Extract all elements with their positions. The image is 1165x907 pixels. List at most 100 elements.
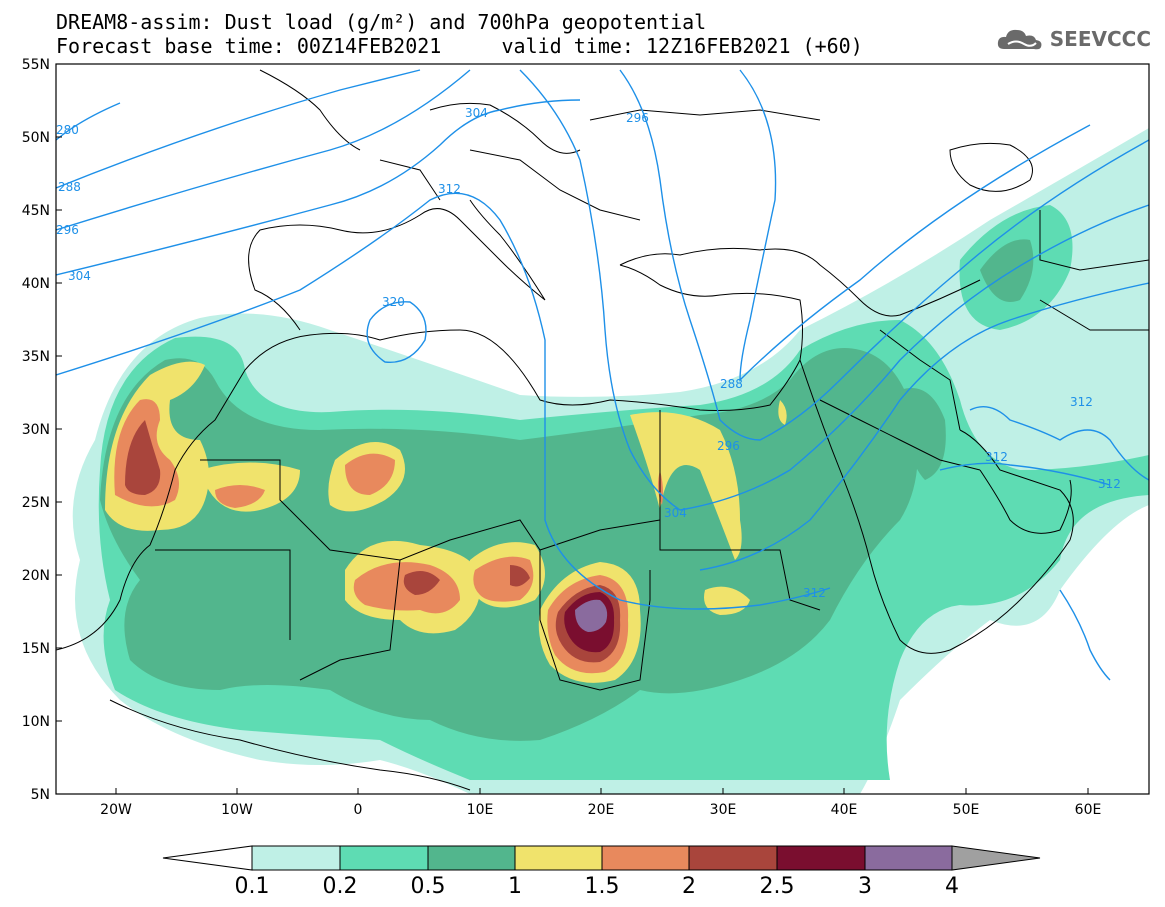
colorbar-swatch-1.5 [601,845,690,871]
lon-label: 40E [831,802,858,818]
contour-288-east [739,69,1091,382]
lon-label: 0 [354,802,363,818]
lon-label: 20W [100,802,132,818]
lat-tick: 45N [22,203,62,219]
lat-label: 30N [22,422,50,438]
lon-tick: 40E [831,788,858,818]
contour-320 [366,301,427,364]
contour-label: 280 [56,123,79,137]
logo-text: SEEVCCC [1049,27,1151,51]
colorbar-label: 0.2 [323,874,358,899]
map-title: DREAM8-assim: Dust load (g/m²) and 700hP… [56,10,707,34]
lat-tick: 40N [22,276,62,292]
lat-tick: 10N [22,714,62,730]
colorbar-label: 3 [858,874,872,899]
contour-304-east [519,69,1149,511]
latitude-axis: 55N 50N 45N 40N 35N 30N 25N 20N 15N 10N … [22,57,62,803]
forecast-time-line: Forecast base time: 00Z14FEB2021 valid t… [56,34,863,58]
lat-label: 10N [22,714,50,730]
contour-304 [56,99,581,276]
contour-296-east [619,69,1149,441]
colorbar-legend: 0.1 0.2 0.5 1 1.5 2 2.5 3 4 [162,845,1041,899]
contour-label: 320 [382,295,405,309]
contour-label: 312 [438,182,461,196]
contour-label: 304 [68,269,91,283]
contour-312-gulf [969,406,1149,481]
lat-tick: 25N [22,495,62,511]
colorbar-swatch-1 [514,845,603,871]
colorbar-swatch-0.2 [339,845,429,871]
lon-label: 20E [588,802,615,818]
lat-tick: 35N [22,349,62,365]
colorbar-label: 0.5 [411,874,446,899]
colorbar-high-arrow [951,845,1041,871]
contour-label: 288 [58,180,81,194]
contour-label: 296 [56,223,79,237]
colorbar-swatch-2.5 [776,845,866,871]
lat-label: 25N [22,495,50,511]
dust-load-field [72,128,1149,794]
contour-label: 312 [1098,477,1121,491]
colorbar-label: 2.5 [760,874,795,899]
contour-312-west [56,192,831,610]
colorbar-swatch-0.1 [251,845,341,871]
lon-tick: 60E [1075,788,1102,818]
lat-tick: 50N [22,130,62,146]
contour-312-arabia [939,462,1111,486]
lon-tick: 30E [710,788,737,818]
lon-tick: 50E [953,788,980,818]
contour-280 [56,102,121,141]
lon-label: 30E [710,802,737,818]
contour-label: 312 [1070,395,1093,409]
dust-area-3 [575,599,608,632]
longitude-axis: 20W 10W 0 10E 20E 30E 40E 50E 60E [100,788,1101,818]
lat-label: 50N [22,130,50,146]
colorbar-label: 4 [945,874,959,899]
lat-tick: 15N [22,641,62,657]
colorbar-label: 1 [508,874,522,899]
lat-label: 35N [22,349,50,365]
lon-tick: 10E [467,788,494,818]
contour-label: 312 [985,450,1008,464]
lon-label: 60E [1075,802,1102,818]
lon-tick: 20W [100,788,132,818]
coastlines-and-borders [56,69,1149,791]
colorbar-swatch-0.5 [427,845,516,871]
colorbar-swatch-3 [864,845,953,871]
contour-label: 304 [465,106,488,120]
geopotential-contours [56,69,1149,681]
contour-288 [56,69,421,189]
lon-tick: 10W [221,788,253,818]
contour-label: 312 [803,586,826,600]
colorbar-swatch-2 [688,845,778,871]
contour-296 [56,69,471,231]
colorbar-label: 1.5 [585,874,620,899]
lon-label: 50E [953,802,980,818]
lat-label: 45N [22,203,50,219]
lat-label: 40N [22,276,50,292]
contour-label: 296 [717,439,740,453]
lat-tick: 55N [22,57,62,73]
lon-tick: 20E [588,788,615,818]
contour-label: 288 [720,377,743,391]
lat-label: 15N [22,641,50,657]
contour-312-east [699,282,1149,571]
dust-area-0.5 [100,239,1034,741]
lat-label: 5N [31,787,50,803]
contour-label: 296 [626,111,649,125]
contour-label: 304 [664,506,687,520]
seevccc-logo: SEEVCCC [996,22,1151,56]
contour-312-south [1059,589,1111,681]
lat-tick: 20N [22,568,62,584]
lat-label: 20N [22,568,50,584]
colorbar-label: 0.1 [235,874,270,899]
lat-tick: 5N [31,787,62,803]
cloud-logo-icon [997,29,1042,50]
lon-label: 10W [221,802,253,818]
colorbar-label: 2 [682,874,696,899]
lon-tick: 0 [354,788,363,818]
lat-label: 55N [22,57,50,73]
colorbar-low-arrow [162,845,253,871]
lon-label: 10E [467,802,494,818]
